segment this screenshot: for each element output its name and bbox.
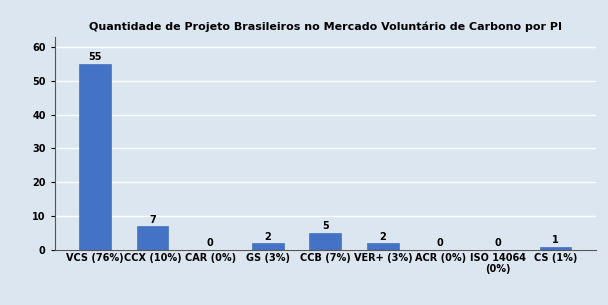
Text: 55: 55 (88, 52, 102, 62)
Text: 2: 2 (379, 231, 386, 242)
Text: 0: 0 (494, 239, 501, 248)
Text: 5: 5 (322, 221, 329, 231)
Bar (539, 247, 572, 250)
Text: 7: 7 (150, 215, 156, 225)
Text: 2: 2 (264, 231, 271, 242)
Bar (367, 243, 399, 250)
Bar (79, 64, 111, 250)
Text: 0: 0 (437, 239, 444, 248)
Bar (309, 233, 341, 250)
Text: 1: 1 (552, 235, 559, 245)
Text: 0: 0 (207, 239, 213, 248)
Bar (252, 243, 283, 250)
Bar (137, 226, 168, 250)
Title: Quantidade de Projeto Brasileiros no Mercado Voluntário de Carbono por PI: Quantidade de Projeto Brasileiros no Mer… (89, 21, 562, 32)
